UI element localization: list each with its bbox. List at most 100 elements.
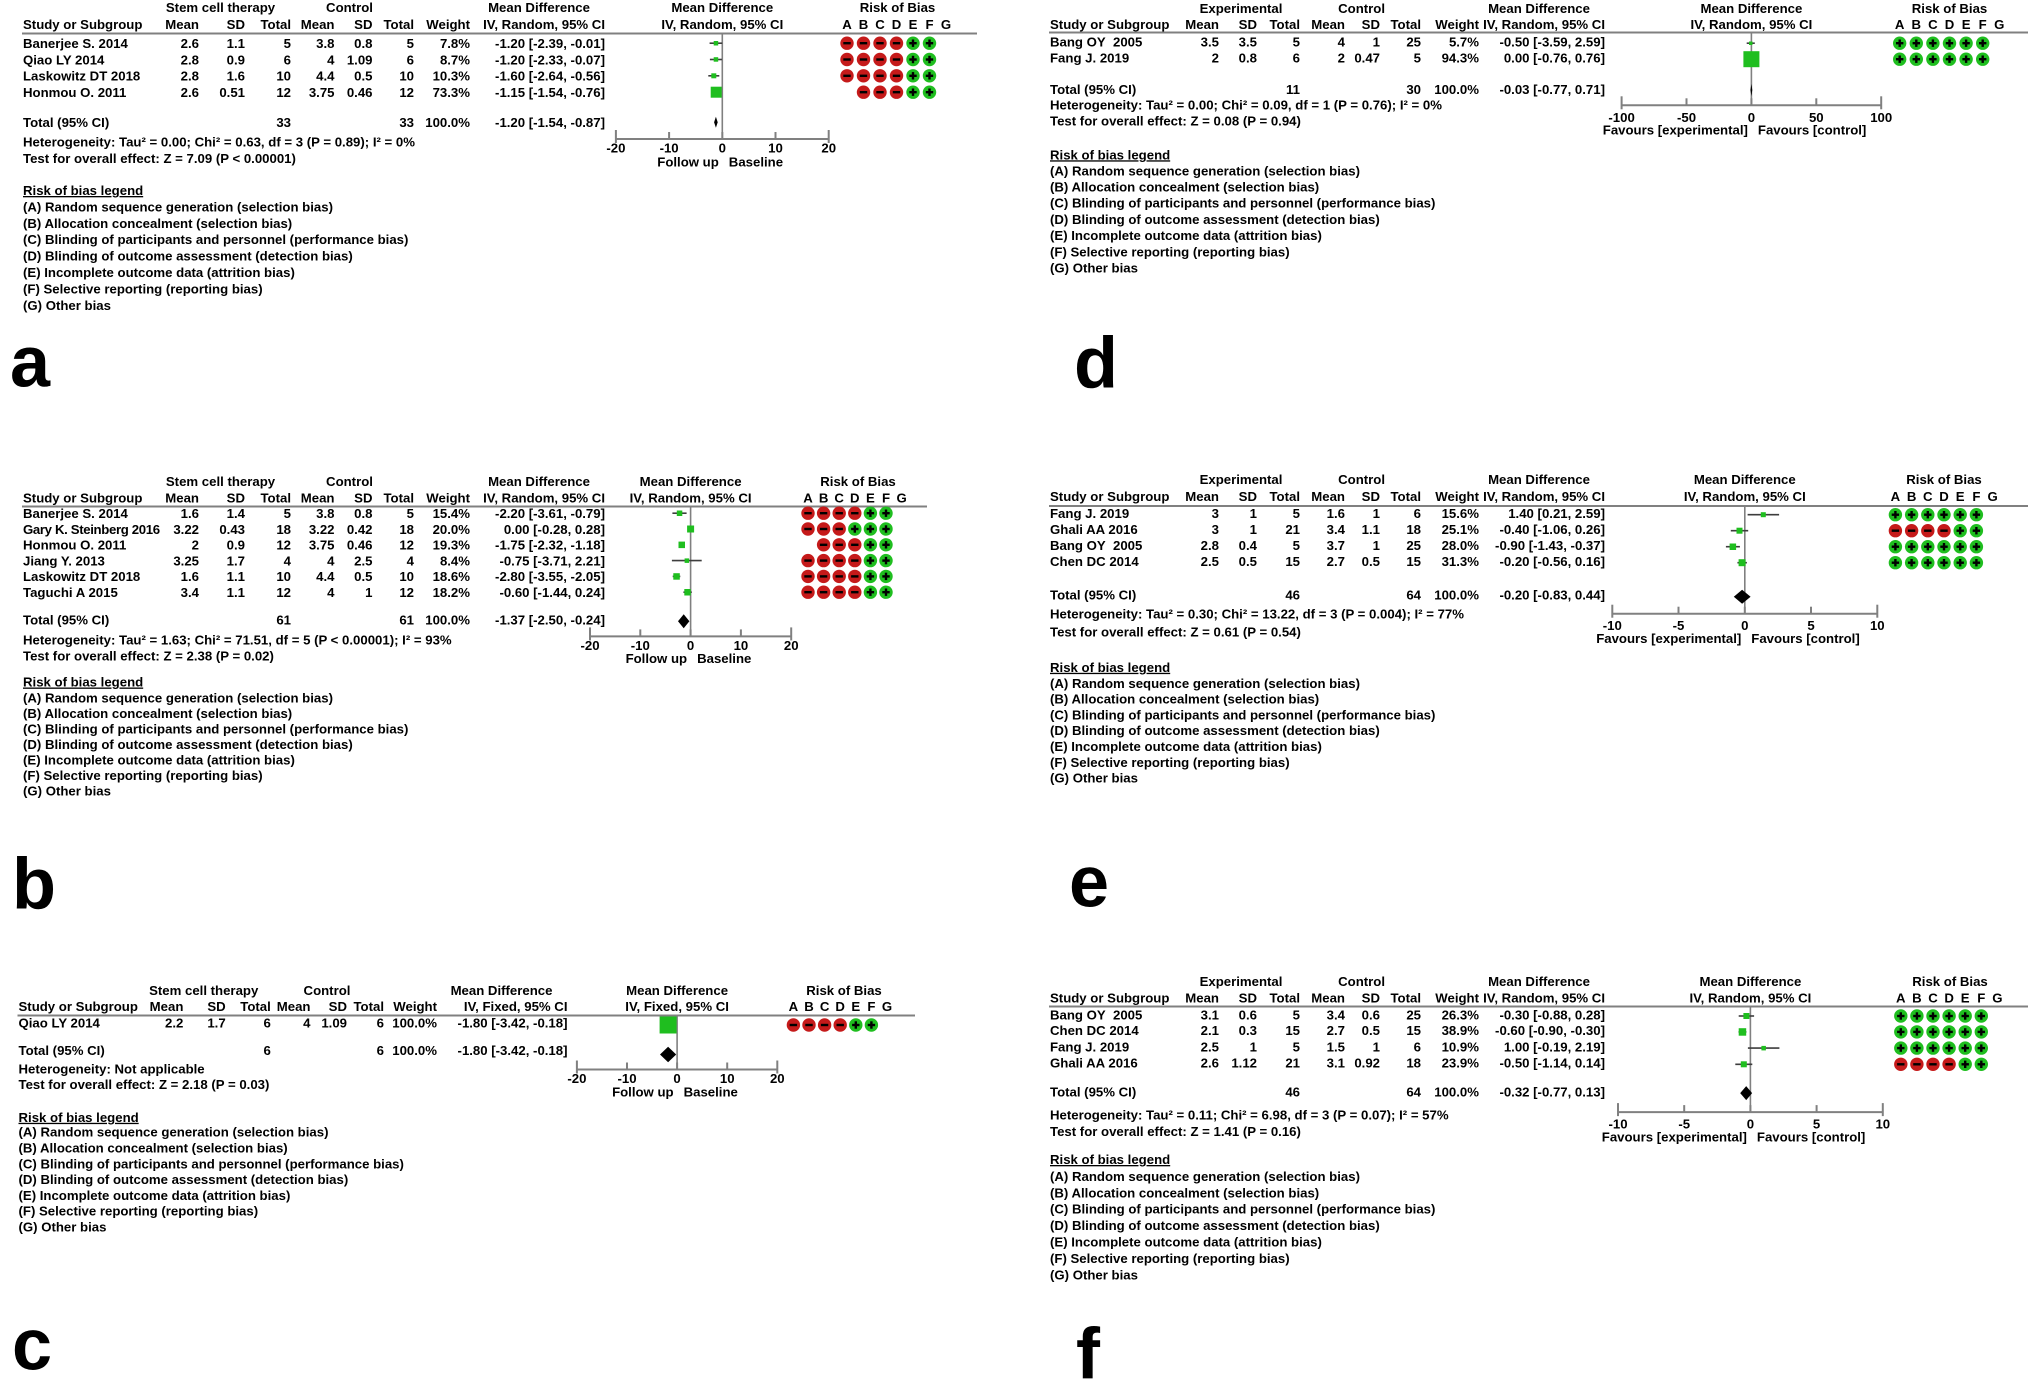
svg-text:Total: Total (1269, 489, 1300, 504)
svg-text:Control: Control (1338, 974, 1385, 989)
svg-text:6: 6 (377, 1043, 384, 1058)
svg-text:Mean Difference: Mean Difference (1694, 472, 1796, 487)
svg-text:4: 4 (327, 585, 335, 600)
svg-text:0.5: 0.5 (354, 569, 372, 584)
svg-text:(C) Blinding of participants a: (C) Blinding of participants and personn… (1050, 707, 1435, 722)
svg-text:Laskowitz DT 2018: Laskowitz DT 2018 (23, 569, 140, 584)
svg-text:1.6: 1.6 (227, 69, 245, 84)
svg-text:Mean: Mean (1311, 489, 1345, 504)
svg-text:1.1: 1.1 (227, 36, 245, 51)
svg-text:5: 5 (1293, 1039, 1300, 1054)
svg-text:5.7%: 5.7% (1449, 35, 1479, 50)
svg-text:12: 12 (399, 538, 414, 553)
svg-text:0.8: 0.8 (1239, 51, 1257, 66)
svg-text:0: 0 (687, 638, 694, 653)
svg-text:10: 10 (399, 569, 414, 584)
svg-text:0: 0 (1741, 618, 1748, 633)
svg-text:-2.80 [-3.55, -2.05]: -2.80 [-3.55, -2.05] (495, 569, 605, 584)
svg-text:10: 10 (768, 141, 783, 156)
svg-text:(G) Other bias: (G) Other bias (23, 298, 111, 313)
svg-text:E: E (1962, 17, 1971, 32)
svg-text:3.5: 3.5 (1201, 35, 1219, 50)
svg-text:(B) Allocation concealment (se: (B) Allocation concealment (selection bi… (19, 1141, 288, 1156)
svg-text:Test for overall effect: Z = 2: Test for overall effect: Z = 2.18 (P = 0… (19, 1077, 270, 1092)
svg-text:5: 5 (1414, 51, 1421, 66)
svg-text:0.5: 0.5 (1362, 554, 1380, 569)
svg-text:6: 6 (1414, 1039, 1421, 1054)
svg-text:IV, Fixed, 95% CI: IV, Fixed, 95% CI (625, 999, 729, 1014)
svg-text:1: 1 (1373, 35, 1380, 50)
svg-text:0.8: 0.8 (354, 506, 372, 521)
svg-text:4: 4 (284, 553, 292, 568)
svg-text:4.4: 4.4 (316, 569, 335, 584)
svg-text:0.51: 0.51 (219, 85, 245, 100)
svg-text:4: 4 (327, 52, 335, 67)
svg-text:Total: Total (383, 491, 414, 506)
svg-text:-10: -10 (617, 1071, 636, 1086)
svg-text:12: 12 (276, 585, 291, 600)
svg-text:(C) Blinding of participants a: (C) Blinding of participants and personn… (1050, 196, 1435, 211)
svg-text:10: 10 (399, 69, 414, 84)
svg-text:100.0%: 100.0% (1434, 82, 1479, 97)
svg-text:3.25: 3.25 (173, 553, 199, 568)
svg-text:Risk of bias legend: Risk of bias legend (23, 675, 143, 690)
svg-text:5: 5 (1293, 35, 1300, 50)
svg-text:1.12: 1.12 (1231, 1056, 1257, 1071)
svg-text:Total (95% CI): Total (95% CI) (1050, 1085, 1136, 1100)
svg-text:Favours [control]: Favours [control] (1757, 1130, 1865, 1145)
svg-text:0.9: 0.9 (227, 52, 245, 67)
svg-text:3.4: 3.4 (181, 585, 200, 600)
svg-text:Mean Difference: Mean Difference (488, 0, 590, 15)
svg-text:Bang OY 2005: Bang OY 2005 (1050, 1007, 1142, 1022)
svg-text:0.6: 0.6 (1239, 1007, 1257, 1022)
svg-text:SD: SD (1239, 489, 1257, 504)
svg-text:20: 20 (770, 1071, 785, 1086)
svg-text:(F) Selective reporting (repor: (F) Selective reporting (reporting bias) (1050, 244, 1290, 259)
svg-text:SD: SD (1239, 17, 1257, 32)
svg-text:-1.75 [-2.32, -1.18]: -1.75 [-2.32, -1.18] (495, 538, 605, 553)
svg-text:C: C (820, 999, 830, 1014)
svg-text:Control: Control (304, 983, 351, 998)
svg-text:38.9%: 38.9% (1442, 1023, 1480, 1038)
svg-text:1.40 [0.21, 2.59]: 1.40 [0.21, 2.59] (1508, 506, 1605, 521)
svg-text:2: 2 (192, 538, 199, 553)
svg-text:64: 64 (1406, 587, 1421, 602)
svg-text:(C) Blinding of participants a: (C) Blinding of participants and personn… (23, 721, 408, 736)
svg-text:0.5: 0.5 (1239, 554, 1257, 569)
svg-text:46: 46 (1285, 587, 1300, 602)
svg-text:3.4: 3.4 (1327, 1007, 1346, 1022)
svg-text:12: 12 (276, 85, 291, 100)
svg-text:Follow up: Follow up (612, 1085, 674, 1100)
svg-text:Total: Total (260, 17, 291, 32)
svg-text:1: 1 (365, 585, 372, 600)
svg-text:5: 5 (284, 36, 291, 51)
svg-text:1.7: 1.7 (207, 1015, 225, 1030)
svg-text:IV, Random, 95% CI: IV, Random, 95% CI (1483, 17, 1605, 32)
svg-text:Heterogeneity: Tau² = 0.00; Ch: Heterogeneity: Tau² = 0.00; Chi² = 0.63,… (23, 135, 415, 150)
svg-text:Bang OY 2005: Bang OY 2005 (1050, 538, 1142, 553)
svg-text:C: C (1923, 489, 1933, 504)
svg-text:(G) Other bias: (G) Other bias (1050, 261, 1138, 276)
svg-text:2.7: 2.7 (1327, 1023, 1345, 1038)
svg-text:33: 33 (276, 115, 291, 130)
svg-text:1.09: 1.09 (321, 1015, 347, 1030)
svg-text:30: 30 (1406, 82, 1421, 97)
svg-text:Gary K. Steinberg 2016: Gary K. Steinberg 2016 (23, 522, 160, 537)
svg-text:3.75: 3.75 (309, 538, 335, 553)
svg-text:-1.20 [-1.54, -0.87]: -1.20 [-1.54, -0.87] (495, 115, 605, 130)
svg-text:B: B (804, 999, 814, 1014)
svg-text:-100: -100 (1608, 110, 1634, 125)
svg-text:-20: -20 (580, 638, 599, 653)
svg-text:Mean: Mean (1185, 489, 1219, 504)
svg-text:3.22: 3.22 (309, 522, 335, 537)
svg-text:1: 1 (1373, 538, 1380, 553)
svg-text:3.8: 3.8 (316, 506, 334, 521)
svg-text:B: B (1907, 489, 1917, 504)
svg-text:10: 10 (734, 638, 749, 653)
svg-text:-10: -10 (1603, 618, 1622, 633)
svg-text:Mean: Mean (1311, 991, 1345, 1006)
svg-text:(D) Blinding of outcome assess: (D) Blinding of outcome assessment (dete… (23, 249, 353, 264)
svg-text:Mean: Mean (165, 491, 199, 506)
svg-text:D: D (835, 999, 845, 1014)
svg-text:E: E (1956, 489, 1965, 504)
